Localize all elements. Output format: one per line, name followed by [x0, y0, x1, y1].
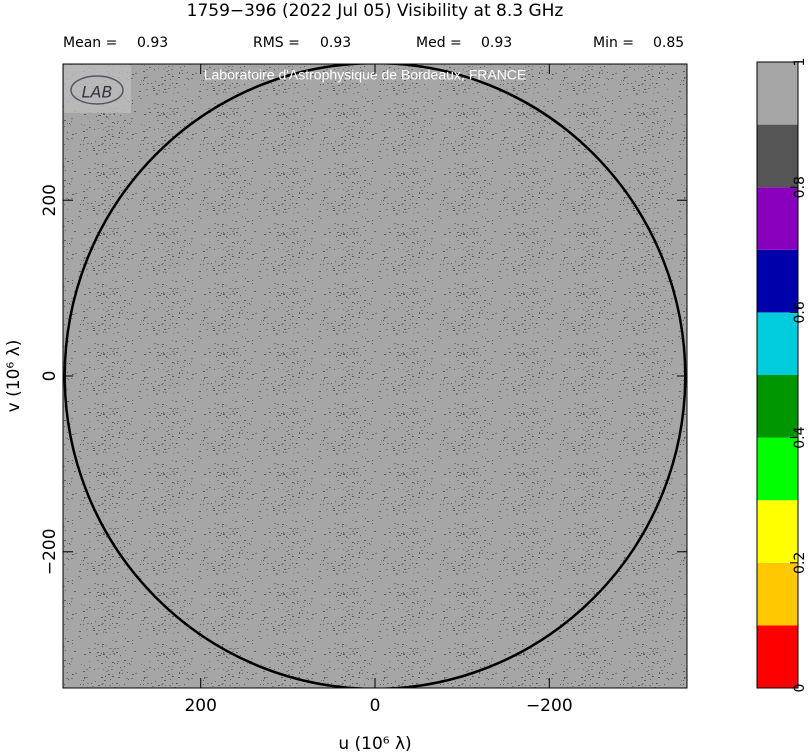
stat-label: Mean = [63, 35, 117, 51]
colorbar-tick-label: 0.2 [792, 552, 808, 574]
logo: LAB [64, 65, 131, 113]
visibility-texture [63, 64, 687, 688]
stat-label: Med = [416, 35, 462, 51]
colorbar-segment [757, 62, 798, 125]
stat-value: 0.93 [320, 35, 351, 51]
stat-value: 0.93 [481, 35, 512, 51]
colorbar-frame [756, 61, 799, 689]
colorbar-segment [757, 312, 798, 375]
colorbar-tick-label: 0.4 [792, 426, 808, 448]
x-tick-label: 0 [370, 696, 381, 716]
colorbar-tick-label: 0 [792, 684, 808, 693]
colorbar-segment [757, 249, 798, 313]
colorbar-segment [757, 625, 798, 688]
stat-value: 0.85 [653, 35, 684, 51]
colorbar-segment [757, 562, 798, 626]
colorbar-segment [757, 500, 798, 563]
colorbar-tick-label: 1 [792, 58, 808, 67]
chart-title: 1759−396 (2022 Jul 05) Visibility at 8.3… [187, 1, 564, 21]
x-axis-label: u (10⁶ λ) [338, 734, 411, 754]
colorbar-tick-label: 0.6 [792, 301, 808, 323]
plot-area [62, 63, 688, 689]
x-tick-label: 200 [184, 696, 216, 716]
y-axis-label: v (10⁶ λ) [4, 340, 24, 413]
colorbar-segment [757, 124, 798, 188]
colorbar-tick-label: 0.8 [792, 176, 808, 198]
colorbar-segment [757, 437, 798, 501]
stat-label: Min = [593, 35, 634, 51]
svg-text:LAB: LAB [82, 83, 113, 102]
colorbar-segment [757, 187, 798, 250]
watermark: Laboratoire d'Astrophysique de Bordeaux,… [204, 67, 527, 83]
stat-value: 0.93 [137, 35, 168, 51]
y-tick-label: −200 [40, 528, 60, 575]
colorbar-segment [757, 375, 798, 438]
x-tick-label: −200 [526, 696, 573, 716]
y-tick-label: 0 [40, 371, 60, 382]
stat-label: RMS = [253, 35, 300, 51]
y-tick-label: 200 [40, 184, 60, 216]
